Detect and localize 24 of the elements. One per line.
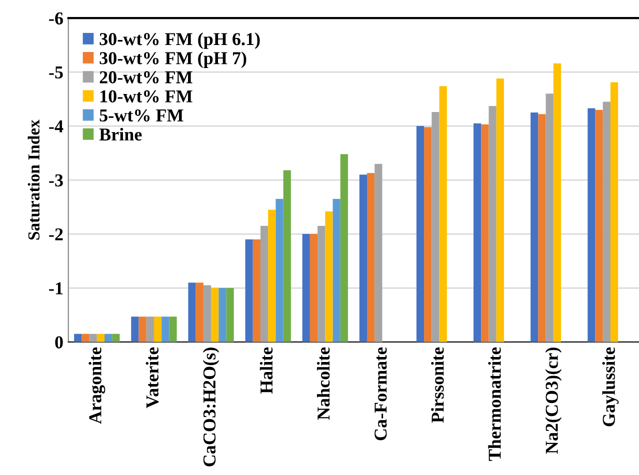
y-tick-label: -3 (49, 174, 63, 186)
legend-label: 5-wt% FM (100, 109, 184, 122)
x-tick-label: Gaylussite (602, 347, 619, 426)
legend-label: 20-wt% FM (100, 71, 192, 84)
x-tick-label: Halite (260, 347, 273, 394)
legend-label: 30-wt% FM (pH 6.1) (100, 32, 260, 49)
y-axis-title: Saturation Index (28, 120, 40, 240)
y-tick-label: -4 (49, 120, 64, 132)
x-tick-label: Ca-Formate (374, 347, 387, 440)
legend-label: Brine (99, 128, 142, 141)
x-tick-label: Na2(CO3)(cr) (545, 348, 562, 454)
legend-label: 30-wt% FM (pH 7) (100, 52, 246, 68)
x-tick-label: CaCO3:H2O(s) (202, 348, 220, 466)
y-tick-label: -2 (49, 228, 63, 240)
x-tick-label: Nahcolite (316, 347, 330, 420)
y-tick-label: -6 (49, 12, 63, 24)
y-tick-label: -1 (49, 282, 63, 294)
x-tick-label: Aragonite (88, 347, 106, 424)
y-tick-label: -5 (49, 66, 63, 78)
legend-label: 10-wt% FM (100, 90, 192, 103)
x-tick-label: Vaterite (146, 347, 159, 408)
y-tick-label: 0 (55, 336, 63, 348)
x-tick-label: Pirssonite (431, 347, 444, 423)
x-tick-label: Thermonatrite (488, 347, 501, 461)
